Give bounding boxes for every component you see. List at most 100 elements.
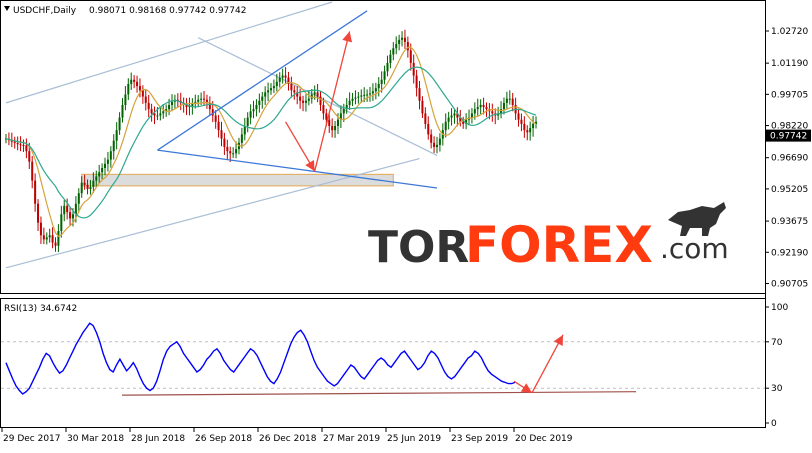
candle-body: [42, 235, 45, 240]
candle-body: [430, 134, 433, 143]
candle-body: [95, 176, 98, 181]
candle-body: [456, 113, 459, 118]
candle-body: [176, 99, 179, 101]
date-tick-label: 23 Sep 2019: [451, 434, 508, 444]
dropdown-triangle-icon[interactable]: [4, 6, 10, 11]
candle-body: [10, 140, 13, 142]
candle-body: [141, 90, 144, 97]
candle-body: [500, 109, 503, 114]
rsi-axis: 100 70 30 0: [765, 303, 788, 429]
candle-body: [150, 109, 153, 114]
candle-body: [409, 50, 412, 63]
candle-body: [191, 103, 194, 107]
candle-body: [508, 98, 511, 100]
candle-body: [366, 94, 369, 96]
candle-body: [313, 92, 316, 95]
candle-body: [223, 138, 226, 147]
candle-body: [136, 81, 139, 87]
price-tick-label: 0.90705: [771, 279, 808, 289]
date-tick-label: 26 Sep 2018: [195, 434, 252, 444]
candle-body: [336, 119, 339, 126]
ma-fast-line: [5, 46, 537, 237]
candle-body: [517, 113, 520, 120]
candle-body: [48, 235, 51, 238]
rsi-forecast-arrow: [531, 334, 564, 394]
candle-body: [345, 104, 348, 110]
ma-slow-line: [5, 66, 537, 219]
rsi-line: [5, 322, 516, 395]
candle-body: [401, 37, 404, 40]
date-axis: 29 Dec 2017 30 Mar 2018 28 Jun 2018 26 Sep …: [1, 428, 573, 444]
price-tick-label: 0.96690: [771, 154, 808, 164]
candle-body: [331, 125, 334, 131]
candle-body: [482, 104, 485, 108]
candle-body: [520, 119, 523, 124]
candle-body: [403, 37, 406, 42]
candle-body: [147, 102, 150, 110]
candle-body: [319, 96, 322, 105]
ohlc-values: 0.98071 0.98168 0.97742 0.97742: [89, 6, 246, 16]
rsi-support-line: [121, 391, 637, 396]
blue-trendline: [157, 10, 368, 151]
candle-body: [255, 104, 258, 110]
candle-body: [424, 113, 427, 124]
candle-body: [66, 205, 69, 213]
candle-body: [258, 100, 261, 105]
candle-body: [316, 92, 319, 97]
candle-body: [124, 94, 127, 105]
candle-body: [502, 102, 505, 110]
candle-body: [351, 98, 354, 101]
candle-body: [37, 203, 40, 223]
candle-body: [465, 119, 468, 124]
price-header: USDCHF,Daily 0.98071 0.98168 0.97742 0.9…: [4, 6, 246, 16]
watermark-logo: TOR FOREX .com: [368, 202, 729, 274]
date-tick-label: 20 Dec 2019: [515, 434, 573, 444]
candle-body: [34, 180, 37, 204]
forecast-arrows-layer: [285, 31, 353, 172]
blue-trendline: [157, 149, 438, 189]
candle-body: [453, 113, 456, 116]
candle-body: [112, 140, 115, 152]
candle-body: [293, 90, 296, 93]
candle-body: [380, 79, 383, 84]
candle-body: [462, 121, 465, 124]
candle-body: [19, 144, 22, 146]
date-tick-label: 30 Mar 2018: [67, 434, 124, 444]
candle-body: [459, 117, 462, 122]
candle-body: [334, 125, 337, 131]
candle-body: [109, 151, 112, 160]
candle-body: [272, 86, 275, 89]
candle-body: [470, 113, 473, 118]
forecast-arrow: [314, 31, 351, 172]
candle-body: [249, 111, 252, 118]
candle-body: [322, 104, 325, 114]
candle-body: [281, 75, 284, 78]
candle-body: [360, 95, 363, 97]
candle-body: [383, 71, 386, 80]
candle-body: [269, 88, 273, 91]
candle-body: [246, 117, 249, 126]
rsi-line-layer: [5, 322, 564, 395]
price-tick-label: 0.99705: [771, 90, 808, 100]
candle-body: [229, 151, 232, 154]
candle-body: [339, 113, 342, 120]
symbol-label: USDCHF,Daily: [13, 6, 77, 16]
forecast-arrow-head: [305, 160, 315, 172]
candle-body: [275, 81, 278, 87]
candle-body: [532, 123, 535, 129]
candle-body: [168, 104, 171, 110]
candle-body: [264, 92, 267, 97]
candle-body: [106, 159, 109, 164]
candle-body: [304, 100, 307, 103]
watermark-forex: FOREX: [465, 216, 653, 274]
candle-body: [208, 102, 211, 110]
bull-logo-icon: [668, 202, 726, 236]
candle-body: [511, 98, 514, 105]
price-tick-label: 0.92190: [771, 248, 808, 258]
candle-body: [386, 62, 389, 72]
candle-body: [226, 147, 229, 152]
candle-body: [69, 212, 72, 219]
candle-body: [98, 172, 101, 177]
candle-body: [392, 48, 395, 55]
